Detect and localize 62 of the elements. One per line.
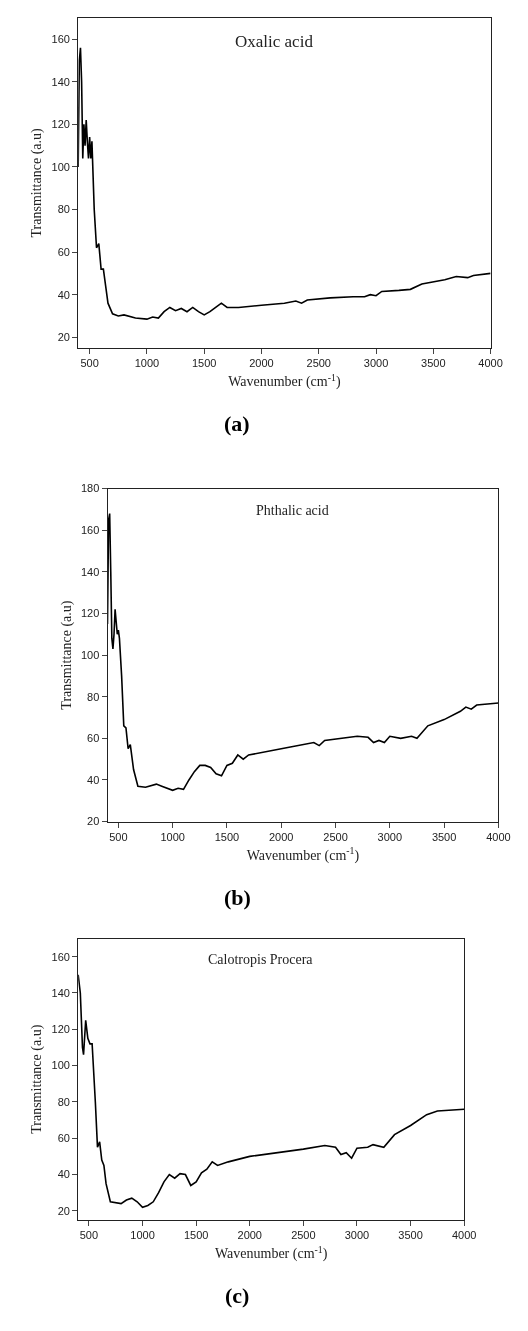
x-tick-label: 1500	[214, 830, 240, 843]
x-tick-label: 500	[79, 1229, 99, 1242]
y-tick-label: 140	[51, 986, 70, 999]
x-tick-label: 2500	[291, 1229, 316, 1242]
text: (a)	[224, 411, 250, 436]
text: (b)	[224, 885, 251, 910]
y-tick-label: 160	[51, 33, 70, 46]
x-axis-title: Wavenumber (cm$^{-1}$)	[214, 1243, 328, 1263]
x-tick-label: 4000	[478, 357, 503, 370]
y-tick-label: 140	[80, 565, 100, 578]
x-tick-label: 1000	[130, 1229, 155, 1242]
y-tick-label: 20	[87, 815, 100, 828]
x-tick-label: 4000	[451, 1229, 477, 1242]
y-tick-label: 100	[51, 1059, 70, 1072]
y-tick-label: 160	[80, 524, 100, 537]
x-tick-label: 1000	[160, 830, 185, 843]
x-tick-label: 2000	[269, 830, 294, 843]
y-tick-label: 80	[57, 203, 70, 216]
x-tick-label: 2000	[249, 357, 274, 370]
y-tick-label: 60	[57, 1132, 70, 1145]
y-tick-label: 100	[80, 648, 100, 661]
x-tick-label: 2500	[323, 830, 348, 843]
x-tick-label: 1500	[191, 357, 217, 370]
y-tick-label: 120	[80, 607, 100, 620]
y-tick-label: 160	[51, 950, 70, 963]
x-tick-label: 3500	[431, 830, 457, 843]
y-axis-title: Transmittance (a.u)	[58, 600, 75, 710]
y-axis-title: Transmittance (a.u)	[29, 1024, 46, 1134]
x-tick-label: 3500	[398, 1229, 423, 1242]
x-tick-label: 1000	[134, 357, 160, 370]
x-tick-label: 500	[80, 357, 99, 370]
y-tick-label: 40	[87, 773, 100, 786]
y-axis-title: Transmittance (a.u)	[29, 127, 46, 238]
x-tick-label: 2000	[237, 1229, 262, 1242]
y-tick-label: 60	[87, 732, 100, 745]
text: Calotropis Procera	[208, 952, 314, 967]
x-tick-label: 1500	[183, 1229, 209, 1242]
y-tick-label: 120	[51, 118, 70, 131]
y-tick-label: 20	[57, 1204, 70, 1217]
line-series	[78, 46, 491, 320]
y-tick-label: 20	[57, 331, 70, 344]
y-tick-label: 60	[57, 245, 70, 258]
y-tick-label: 80	[57, 1095, 70, 1108]
x-tick-label: 3000	[344, 1229, 370, 1242]
y-tick-label: 180	[80, 482, 100, 495]
y-tick-label: 120	[51, 1023, 70, 1036]
x-tick-label: 3000	[377, 830, 403, 843]
x-tick-label: 3500	[421, 357, 446, 370]
y-tick-label: 100	[51, 160, 70, 173]
y-tick-label: 140	[51, 75, 70, 88]
x-tick-label: 2500	[306, 357, 331, 370]
x-tick-label: 3000	[363, 357, 389, 370]
x-axis-title: Wavenumber (cm$^{-1}$)	[246, 845, 360, 865]
text: Phthalic acid	[256, 503, 329, 518]
x-axis-title: Wavenumber (cm$^{-1}$)	[228, 371, 341, 391]
y-tick-label: 40	[57, 288, 70, 301]
text: Oxalic acid	[235, 32, 314, 51]
text: (c)	[225, 1283, 250, 1308]
x-tick-label: 4000	[486, 830, 511, 843]
y-tick-label: 80	[87, 690, 100, 703]
y-tick-label: 40	[57, 1168, 70, 1181]
x-tick-label: 500	[109, 830, 128, 843]
